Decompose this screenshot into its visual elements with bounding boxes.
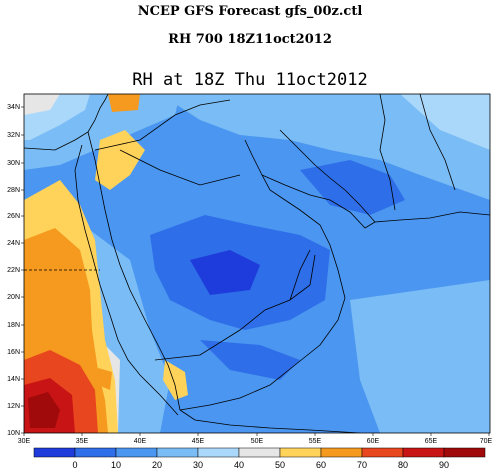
lat-label-20n: 20N: [7, 294, 20, 301]
lon-label-40e: 40E: [134, 438, 147, 445]
rh-region-gray-nw: [24, 94, 60, 115]
lat-label-10n: 10N: [7, 430, 20, 437]
gulf-west-coast: [244, 139, 346, 299]
colorbar-label-10: 10: [111, 460, 121, 470]
longitude-axis: 30E 35E 40E 45E 50E 55E 60E 65E 70E: [18, 433, 493, 445]
colorbar-box: [74, 447, 117, 458]
colorbar-box: [156, 447, 199, 458]
rh-region-lightblue-north: [160, 94, 490, 200]
border-iran-afghan: [379, 94, 396, 211]
colorbar-box: [238, 447, 281, 458]
rh-region-yellow-north: [95, 130, 145, 190]
colorbar-label-50: 50: [275, 460, 285, 470]
red-sea-east-coast: [87, 131, 181, 411]
lon-label-65e: 65E: [425, 438, 438, 445]
gulf-of-aden: [179, 409, 361, 433]
colorbar-label-30: 30: [193, 460, 203, 470]
colorbar-box: [279, 447, 322, 458]
map-title: RH at 18Z Thu 11oct2012: [132, 70, 368, 90]
lon-label-45e: 45E: [192, 438, 205, 445]
lat-label-14n: 14N: [7, 376, 20, 383]
rh-region-yellow-yemen: [163, 360, 188, 400]
lon-label-60e: 60E: [367, 438, 380, 445]
lat-label-22n: 22N: [7, 267, 20, 274]
lon-label-50e: 50E: [251, 438, 264, 445]
colorbar-label-20: 20: [152, 460, 162, 470]
colorbar-label-70: 70: [357, 460, 367, 470]
iran-pakistan-coast: [374, 211, 490, 223]
colorbar-label-90: 90: [439, 460, 449, 470]
colorbar-box: [197, 447, 240, 458]
colorbar-box: [33, 447, 76, 458]
lat-label-12n: 12N: [7, 403, 20, 410]
rh-field: [24, 94, 490, 433]
rh-region-orange-north: [108, 94, 140, 112]
colorbar-labels: 0 10 20 30 40 50 60 70 80 90: [72, 460, 449, 470]
rh-region-darkblue-gulf: [300, 160, 405, 215]
colorbar-box: [115, 447, 158, 458]
lat-label-24n: 24N: [7, 240, 20, 247]
lat-label-26n: 26N: [7, 213, 20, 220]
rh-region-orange-eritrea: [98, 368, 112, 390]
border-afghan-pak: [419, 94, 456, 191]
rh-region-lightblue-se: [350, 280, 490, 433]
lat-label-34n: 34N: [7, 104, 20, 111]
colorbar-label-60: 60: [316, 460, 326, 470]
border-north-2: [119, 149, 241, 186]
colorbar: 0 10 20 30 40 50 60 70 80 90: [33, 447, 486, 470]
border-oman: [289, 249, 311, 301]
lat-label-28n: 28N: [7, 187, 20, 194]
colorbar-label-40: 40: [234, 460, 244, 470]
gulf-east-coast: [261, 129, 376, 229]
lat-label-32n: 32N: [7, 132, 20, 139]
lon-label-70e: 70E: [480, 438, 493, 445]
lat-label-16n: 16N: [7, 349, 20, 356]
colorbar-box: [443, 447, 486, 458]
colorbar-box: [402, 447, 445, 458]
rh-region-deepblue: [190, 250, 260, 295]
lon-label-30e: 30E: [18, 438, 31, 445]
colorbar-box: [361, 447, 404, 458]
border-yemen-saudi: [154, 254, 316, 361]
lat-label-30n: 30N: [7, 160, 20, 167]
latitude-axis: 34N 32N 30N 28N 26N 24N 22N 20N 18N 16N …: [7, 104, 24, 437]
header-field-title: RH 700 18Z11oct2012: [168, 32, 332, 47]
colorbar-box: [320, 447, 363, 458]
rh-region-palest-ne: [400, 94, 490, 150]
mediterranean-coast: [24, 94, 109, 151]
lon-label-35e: 35E: [76, 438, 89, 445]
coastlines: [24, 94, 490, 433]
rh-region-darkred-sw: [28, 392, 60, 428]
rh-region-darkblue-south: [200, 340, 300, 380]
lon-label-55e: 55E: [309, 438, 322, 445]
red-sea-west-coast: [74, 144, 179, 416]
colorbar-label-80: 80: [398, 460, 408, 470]
colorbar-label-0: 0: [72, 460, 77, 470]
south-arabia-coast: [179, 297, 346, 411]
border-north-1: [94, 99, 231, 151]
header-model-title: NCEP GFS Forecast gfs_00z.ctl: [137, 4, 363, 19]
lat-label-18n: 18N: [7, 322, 20, 329]
